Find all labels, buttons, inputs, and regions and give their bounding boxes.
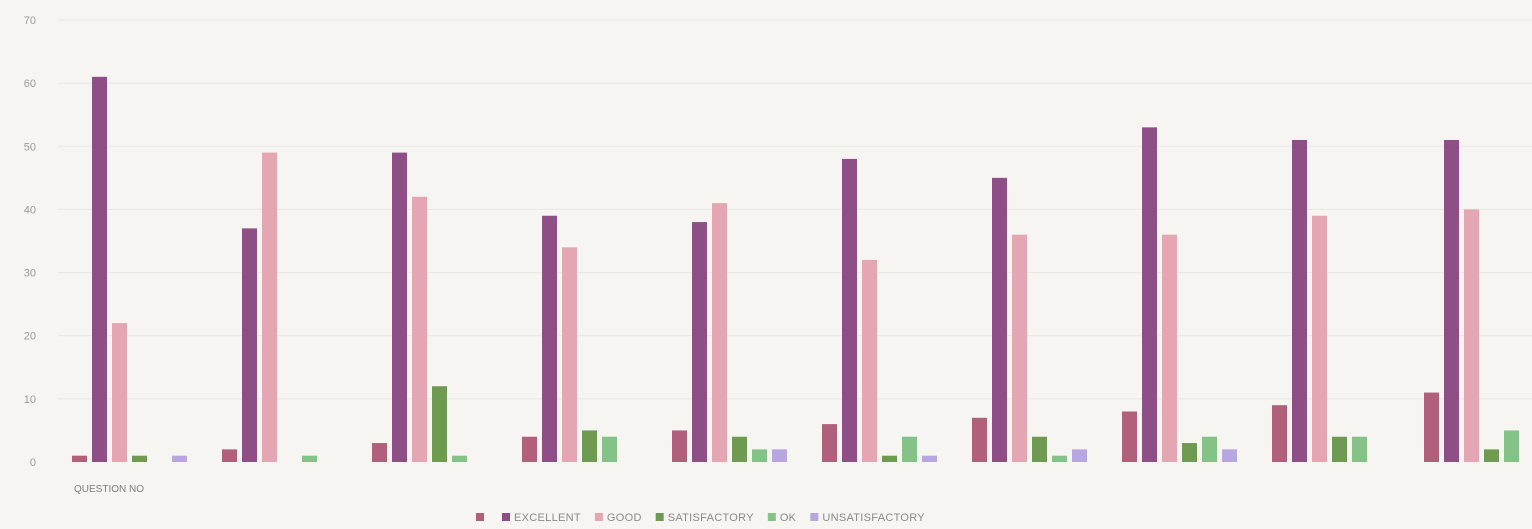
bar: [1292, 139, 1307, 462]
y-tick-label: 60: [24, 78, 36, 90]
legend-label: SATISFACTORY: [668, 512, 754, 524]
bar: [1012, 234, 1027, 462]
bar-group-question-6: [822, 158, 937, 462]
bar: [842, 158, 857, 462]
bar: [112, 323, 127, 462]
bar: [672, 430, 687, 462]
bar: [862, 259, 877, 462]
bar-group-question-5: [672, 203, 787, 462]
legend-label: OK: [780, 512, 797, 524]
legend: EXCELLENT GOOD SATISFACTORY OK UNSATISFACTOR…: [476, 512, 925, 524]
bar-group-question-8: [1122, 127, 1237, 462]
bar: [882, 455, 897, 462]
bar: [92, 76, 107, 462]
bar: [1484, 449, 1499, 462]
bar: [412, 196, 427, 463]
bar: [72, 455, 87, 462]
bar: [1182, 443, 1197, 462]
bar: [1162, 234, 1177, 462]
bar: [1332, 436, 1347, 462]
bar: [1072, 449, 1087, 462]
bar: [132, 455, 147, 462]
y-tick-label: 70: [24, 15, 36, 27]
y-tick-label: 50: [24, 141, 36, 153]
bar: [822, 424, 837, 462]
bar: [1122, 411, 1137, 462]
bar: [692, 222, 707, 462]
bar: [302, 455, 317, 462]
bar: [1052, 455, 1067, 462]
bar: [1272, 405, 1287, 462]
bar: [542, 215, 557, 462]
bar-group-question-4: [522, 215, 617, 462]
y-tick-label: 10: [24, 394, 36, 406]
bar: [242, 228, 257, 462]
x-axis-label: QUESTION NO: [74, 484, 144, 495]
bar: [732, 436, 747, 462]
bar-group-question-9: [1272, 139, 1367, 462]
y-tick-label: 30: [24, 268, 36, 280]
legend-swatch: [476, 513, 484, 521]
bar-group-question-7: [972, 177, 1087, 462]
y-tick-label: 20: [24, 331, 36, 343]
bar: [1202, 436, 1217, 462]
bar: [522, 436, 537, 462]
bar: [1504, 430, 1519, 462]
bar: [602, 436, 617, 462]
bar-group-question-3: [372, 152, 467, 463]
bar-group-question-1: [72, 76, 187, 462]
legend-swatch: [767, 513, 776, 521]
bar: [582, 430, 597, 462]
legend-swatch: [502, 513, 510, 521]
bar: [372, 443, 387, 462]
bar: [712, 203, 727, 462]
bar: [562, 247, 577, 462]
bar-group-question-10: [1424, 139, 1519, 462]
y-axis-ticks: 0 10 20 30 40 50 60 70: [24, 15, 36, 469]
bar: [1312, 215, 1327, 462]
bar-group-question-2: [222, 152, 317, 462]
y-tick-label: 40: [24, 204, 36, 216]
bar: [1032, 436, 1047, 462]
bar: [1444, 139, 1459, 462]
bars: [72, 76, 1519, 463]
legend-swatch: [594, 513, 603, 521]
bar: [1424, 392, 1439, 462]
bar: [972, 417, 987, 462]
bar: [262, 152, 277, 462]
bar: [222, 449, 237, 462]
legend-label: EXCELLENT: [514, 512, 581, 524]
bar: [1222, 449, 1237, 462]
bar: [902, 436, 917, 462]
bar: [752, 449, 767, 462]
bar: [452, 455, 467, 462]
legend-swatch: [810, 513, 819, 521]
legend-label: GOOD: [607, 512, 642, 524]
bar: [922, 455, 937, 462]
bar: [1142, 127, 1157, 462]
bar: [992, 177, 1007, 462]
legend-swatch: [655, 513, 664, 521]
bar: [772, 449, 787, 462]
bar: [1352, 436, 1367, 462]
bar: [172, 455, 187, 462]
bar: [392, 152, 407, 462]
bar: [432, 386, 447, 462]
gridlines: [58, 19, 1532, 400]
bar: [1464, 209, 1479, 462]
y-tick-label: 0: [30, 457, 36, 469]
legend-label: UNSATISFACTORY: [822, 512, 925, 524]
